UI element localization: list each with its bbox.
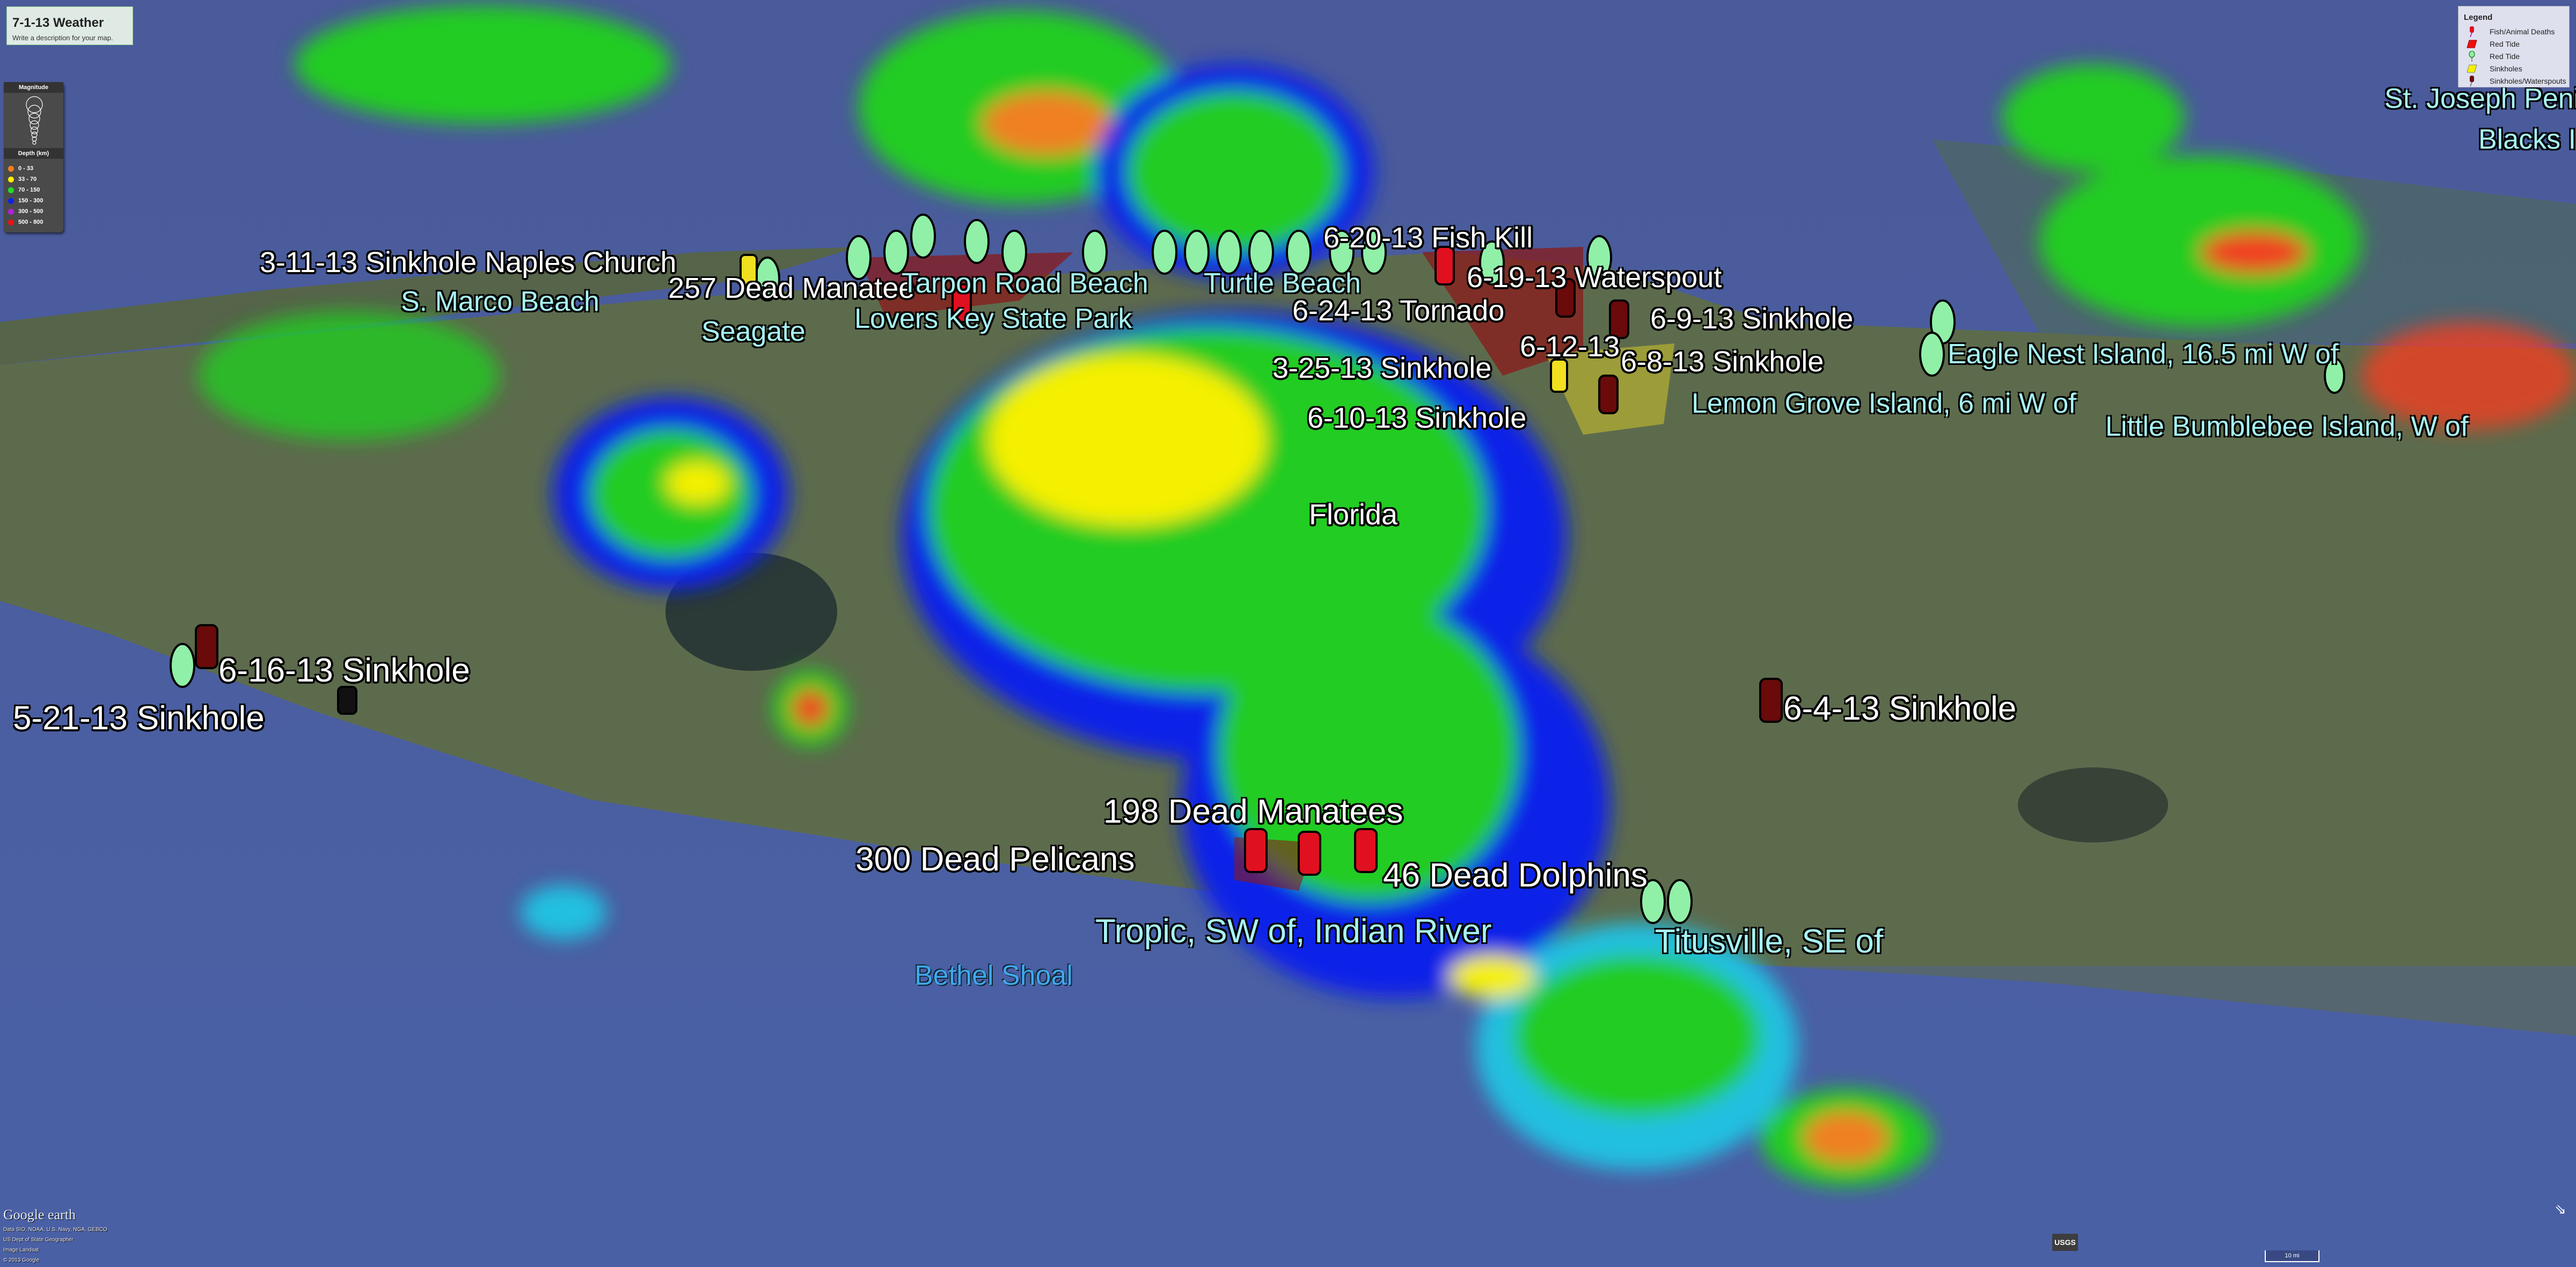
depth-row: 70 - 150 bbox=[4, 185, 63, 195]
placemark-label[interactable]: Little Bumblebee Island, W of bbox=[2105, 411, 2469, 442]
placemark-label[interactable]: St. Joseph Peni bbox=[2384, 83, 2576, 114]
depth-dot-icon bbox=[8, 219, 14, 225]
depth-row: 0 - 33 bbox=[4, 163, 63, 174]
placemark-label[interactable]: 6-9-13 Sinkhole bbox=[1650, 303, 1854, 335]
placemark-label[interactable]: Seagate bbox=[701, 316, 806, 347]
placemark-label[interactable]: Eagle Nest Island, 16.5 mi W of bbox=[1948, 339, 2339, 370]
placemark-label[interactable]: 5-21-13 Sinkhole bbox=[13, 700, 265, 737]
placemark-label[interactable]: 6-24-13 Tornado bbox=[1292, 295, 1505, 327]
placemark-label[interactable]: Tarpon Road Beach bbox=[902, 268, 1148, 299]
depth-dot-icon bbox=[8, 197, 14, 204]
placemark-label[interactable]: 3-11-13 Sinkhole Naples Church bbox=[260, 246, 677, 279]
placemark-label[interactable]: 6-19-13 Waterspout bbox=[1467, 261, 1722, 294]
deep-sea bbox=[0, 966, 2576, 1267]
placemark-label[interactable]: 6-12-13 bbox=[1520, 331, 1620, 363]
depth-row: 150 - 300 bbox=[4, 195, 63, 206]
depth-dot-icon bbox=[8, 176, 14, 182]
legend-label: Sinkholes bbox=[2490, 64, 2522, 73]
pins[interactable] bbox=[170, 214, 2345, 924]
placemark-label[interactable]: Blacks I bbox=[2478, 124, 2576, 155]
radar-overlay bbox=[199, 5, 2576, 1186]
placemark-label[interactable]: 6-20-13 Fish Kill bbox=[1323, 222, 1533, 254]
map-title-box[interactable]: 7-1-13 Weather Write a description for y… bbox=[6, 6, 133, 45]
dark-red-pushpin-icon bbox=[2464, 75, 2480, 86]
placemark-label[interactable]: Bethel Shoal bbox=[914, 960, 1073, 991]
depth-dot-icon bbox=[8, 187, 14, 193]
placemark-label[interactable]: 3-25-13 Sinkhole bbox=[1272, 352, 1492, 384]
dark-red-pushpins bbox=[195, 278, 1783, 723]
lake bbox=[2018, 767, 2168, 843]
attribution-line: Data SIO, NOAA, U.S. Navy, NGA, GEBCO bbox=[3, 1227, 107, 1233]
depth-row: 500 - 800 bbox=[4, 217, 63, 228]
placemark-label[interactable]: Turtle Beach bbox=[1204, 268, 1361, 299]
legend-label: Fish/Animal Deaths bbox=[2490, 27, 2555, 36]
legend-item: Sinkholes/Waterspouts bbox=[2464, 75, 2569, 87]
legend-label: Red Tide bbox=[2490, 52, 2520, 61]
placemark-label[interactable]: 198 Dead Manatees bbox=[1103, 793, 1403, 830]
placemark-label[interactable]: Tropic, SW of, Indian River bbox=[1095, 913, 1492, 950]
yellow-pushpins bbox=[740, 254, 1568, 393]
map-title: 7-1-13 Weather bbox=[12, 16, 104, 30]
legend-label: Red Tide bbox=[2490, 39, 2520, 48]
placemark-label[interactable]: 6-8-13 Sinkhole bbox=[1621, 346, 1824, 378]
green-balloon-pin-icon bbox=[2464, 50, 2480, 62]
magnitude-legend: Magnitude Depth (km) 0 - 33 33 - 70 70 -… bbox=[4, 82, 63, 232]
placemark-label[interactable]: 46 Dead Dolphins bbox=[1383, 857, 1648, 894]
depth-label: 70 - 150 bbox=[18, 187, 40, 193]
legend-item: Red Tide bbox=[2464, 50, 2569, 62]
depth-label: 33 - 70 bbox=[18, 176, 37, 182]
google-earth-logo: Google earth bbox=[3, 1207, 76, 1222]
red-polygon-icon bbox=[2464, 40, 2480, 48]
depth-label: 150 - 300 bbox=[18, 197, 43, 204]
placemark-label[interactable]: 300 Dead Pelicans bbox=[855, 841, 1135, 878]
red-pushpin-icon bbox=[2464, 26, 2480, 37]
attribution-line: Image Landsat bbox=[3, 1247, 39, 1253]
placemark-label[interactable]: 6-10-13 Sinkhole bbox=[1307, 402, 1527, 434]
legend-item: Red Tide bbox=[2464, 38, 2569, 50]
depth-dot-icon bbox=[8, 165, 14, 172]
placemark-label[interactable]: 257 Dead Manatee bbox=[668, 272, 915, 304]
depth-title: Depth (km) bbox=[4, 148, 63, 159]
placemark-label[interactable]: 6-4-13 Sinkhole bbox=[1783, 690, 2017, 727]
legend-title: Legend bbox=[2464, 13, 2493, 22]
red-pushpins bbox=[952, 246, 1455, 876]
map-description[interactable]: Write a description for your map. bbox=[12, 34, 113, 42]
magnitude-title: Magnitude bbox=[4, 82, 63, 93]
black-pushpin bbox=[337, 686, 357, 715]
legend-item: Sinkholes bbox=[2464, 62, 2569, 75]
land-north-shore bbox=[0, 247, 859, 365]
depth-label: 0 - 33 bbox=[18, 165, 34, 172]
region-label: Florida bbox=[1309, 499, 1398, 531]
placemark-label[interactable]: 6-16-13 Sinkhole bbox=[218, 652, 470, 689]
north-arrow-icon[interactable]: ⇘ bbox=[2555, 1201, 2566, 1217]
yellow-polygon-icon bbox=[2464, 64, 2480, 73]
depth-label: 500 - 800 bbox=[18, 219, 43, 225]
placemark-label[interactable]: Lovers Key State Park bbox=[854, 303, 1132, 334]
depth-label: 300 - 500 bbox=[18, 208, 43, 215]
placemark-label[interactable]: Titusville, SE of bbox=[1655, 923, 1883, 960]
legend-label: Sinkholes/Waterspouts bbox=[2490, 76, 2566, 85]
map-legend: Legend Fish/Animal Deaths Red Tide Red T… bbox=[2458, 6, 2570, 87]
attribution-line: © 2013 Google bbox=[3, 1257, 40, 1263]
depth-row: 300 - 500 bbox=[4, 206, 63, 217]
attribution-line: US Dept of State Geographer bbox=[3, 1237, 74, 1243]
depth-row: 33 - 70 bbox=[4, 174, 63, 185]
usgs-logo: USGS bbox=[2052, 1234, 2078, 1251]
placemark-label[interactable]: Lemon Grove Island, 6 mi W of bbox=[1692, 388, 2076, 419]
placemark-label[interactable]: S. Marco Beach bbox=[401, 286, 599, 317]
attribution: Google earth Data SIO, NOAA, U.S. Navy, … bbox=[3, 1207, 107, 1265]
scale-bar: 10 mi bbox=[2265, 1250, 2319, 1262]
magnitude-circles-icon bbox=[26, 96, 43, 145]
depth-dot-icon bbox=[8, 208, 14, 215]
legend-item: Fish/Animal Deaths bbox=[2464, 25, 2569, 38]
